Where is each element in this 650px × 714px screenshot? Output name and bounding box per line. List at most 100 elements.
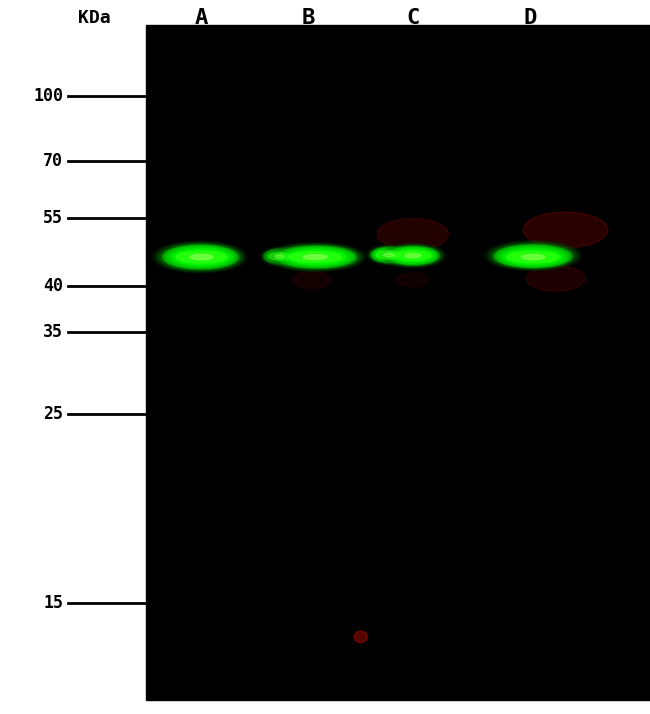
Ellipse shape bbox=[507, 251, 559, 263]
Ellipse shape bbox=[367, 245, 411, 265]
Ellipse shape bbox=[386, 246, 439, 265]
Ellipse shape bbox=[368, 246, 410, 264]
Ellipse shape bbox=[153, 241, 246, 273]
Ellipse shape bbox=[381, 243, 445, 268]
Ellipse shape bbox=[266, 251, 292, 262]
Ellipse shape bbox=[384, 253, 394, 257]
Ellipse shape bbox=[488, 242, 578, 270]
Ellipse shape bbox=[526, 266, 585, 291]
Ellipse shape bbox=[269, 253, 290, 260]
Ellipse shape bbox=[287, 250, 346, 264]
Text: 100: 100 bbox=[33, 87, 63, 106]
Ellipse shape bbox=[158, 243, 242, 271]
Ellipse shape bbox=[499, 247, 567, 266]
Ellipse shape bbox=[374, 249, 403, 261]
Ellipse shape bbox=[376, 251, 401, 259]
Ellipse shape bbox=[292, 271, 332, 288]
Ellipse shape bbox=[164, 246, 237, 268]
Ellipse shape bbox=[370, 247, 407, 263]
Ellipse shape bbox=[174, 249, 229, 265]
Ellipse shape bbox=[274, 246, 358, 268]
Ellipse shape bbox=[489, 243, 577, 269]
Ellipse shape bbox=[261, 247, 297, 266]
Ellipse shape bbox=[152, 241, 247, 273]
Ellipse shape bbox=[268, 243, 363, 271]
Ellipse shape bbox=[160, 244, 241, 270]
Ellipse shape bbox=[265, 242, 366, 272]
Ellipse shape bbox=[377, 218, 448, 250]
Ellipse shape bbox=[491, 243, 575, 268]
Ellipse shape bbox=[495, 246, 571, 267]
Ellipse shape bbox=[262, 248, 296, 265]
Ellipse shape bbox=[282, 248, 350, 266]
Ellipse shape bbox=[285, 249, 348, 265]
Text: B: B bbox=[302, 8, 315, 28]
Ellipse shape bbox=[393, 249, 433, 262]
Ellipse shape bbox=[395, 251, 430, 261]
Text: KDa: KDa bbox=[78, 9, 111, 27]
Ellipse shape bbox=[405, 253, 421, 258]
Text: C: C bbox=[406, 8, 419, 28]
Ellipse shape bbox=[389, 247, 437, 264]
Ellipse shape bbox=[157, 243, 243, 271]
Ellipse shape bbox=[271, 244, 361, 270]
Ellipse shape bbox=[265, 250, 294, 263]
Ellipse shape bbox=[278, 246, 355, 268]
Ellipse shape bbox=[497, 246, 569, 267]
Text: 55: 55 bbox=[43, 208, 63, 227]
Ellipse shape bbox=[268, 251, 291, 261]
Ellipse shape bbox=[396, 273, 429, 287]
Ellipse shape bbox=[354, 631, 367, 643]
Ellipse shape bbox=[384, 245, 442, 266]
Ellipse shape bbox=[289, 250, 345, 264]
Text: 40: 40 bbox=[43, 276, 63, 295]
Ellipse shape bbox=[382, 244, 443, 267]
Ellipse shape bbox=[521, 254, 545, 260]
Text: A: A bbox=[195, 8, 208, 28]
Ellipse shape bbox=[263, 248, 295, 263]
Ellipse shape bbox=[391, 248, 434, 263]
Ellipse shape bbox=[275, 255, 284, 258]
Ellipse shape bbox=[281, 248, 352, 266]
Ellipse shape bbox=[369, 246, 408, 263]
Ellipse shape bbox=[486, 241, 580, 271]
Ellipse shape bbox=[155, 242, 244, 272]
Text: 70: 70 bbox=[43, 151, 63, 170]
Ellipse shape bbox=[380, 243, 446, 268]
Ellipse shape bbox=[394, 250, 432, 261]
Text: 35: 35 bbox=[43, 323, 63, 341]
Ellipse shape bbox=[289, 251, 342, 263]
Text: 15: 15 bbox=[43, 594, 63, 613]
Ellipse shape bbox=[162, 245, 239, 269]
Text: D: D bbox=[523, 8, 536, 28]
Ellipse shape bbox=[504, 249, 562, 265]
Ellipse shape bbox=[372, 248, 406, 262]
Ellipse shape bbox=[270, 244, 362, 270]
Ellipse shape bbox=[373, 248, 404, 261]
Ellipse shape bbox=[385, 246, 441, 266]
Ellipse shape bbox=[190, 254, 213, 260]
Ellipse shape bbox=[266, 243, 365, 271]
Ellipse shape bbox=[172, 248, 231, 266]
Ellipse shape bbox=[523, 212, 608, 248]
Ellipse shape bbox=[500, 248, 566, 266]
Ellipse shape bbox=[494, 245, 572, 268]
Text: 25: 25 bbox=[43, 405, 63, 423]
Ellipse shape bbox=[167, 247, 235, 267]
Ellipse shape bbox=[169, 247, 233, 267]
Ellipse shape bbox=[484, 241, 582, 271]
Ellipse shape bbox=[506, 250, 560, 264]
Ellipse shape bbox=[176, 251, 227, 263]
Bar bbox=[0, 0, 146, 714]
Bar bbox=[146, 25, 650, 700]
Ellipse shape bbox=[276, 246, 356, 268]
Ellipse shape bbox=[502, 248, 564, 265]
Ellipse shape bbox=[303, 255, 328, 259]
Ellipse shape bbox=[175, 250, 228, 264]
Ellipse shape bbox=[170, 248, 232, 266]
Ellipse shape bbox=[166, 246, 236, 268]
Ellipse shape bbox=[493, 244, 573, 268]
Ellipse shape bbox=[390, 248, 436, 263]
Bar bbox=[0, 0, 650, 25]
Ellipse shape bbox=[284, 248, 349, 266]
